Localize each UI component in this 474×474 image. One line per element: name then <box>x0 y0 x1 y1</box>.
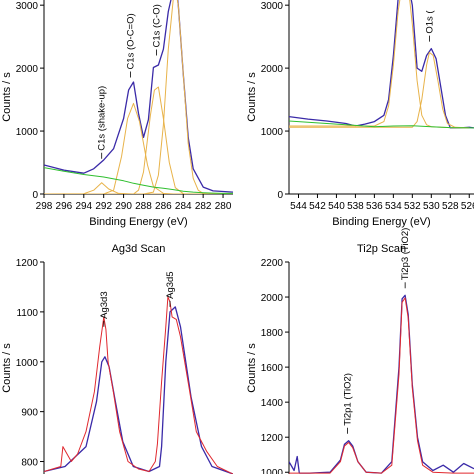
series-measured-0 <box>44 306 233 474</box>
y-tick-label: 0 <box>277 190 283 201</box>
y-tick-label: 2200 <box>261 258 284 269</box>
plot-area <box>44 0 233 194</box>
x-tick-label: 528 <box>442 201 459 212</box>
x-tick-label: 544 <box>290 201 307 212</box>
y-tick-label: 2000 <box>261 64 284 75</box>
x-axis-label: Binding Energy (eV) <box>332 216 430 228</box>
y-tick-label: 1600 <box>261 363 284 374</box>
y-tick-label: 1000 <box>16 127 39 138</box>
x-tick-label: 288 <box>135 201 152 212</box>
series-component-2 <box>289 51 470 129</box>
peak-annotation: C1s (C-O) <box>151 4 162 47</box>
series-component-1 <box>44 182 233 194</box>
chart-title: Ti2p Scan <box>357 243 406 255</box>
x-tick-label: 532 <box>404 201 421 212</box>
x-tick-label: 296 <box>56 201 73 212</box>
y-axis-label: Counts / s <box>1 343 13 393</box>
x-tick-label: 538 <box>347 201 364 212</box>
chart-panel-4: Ti2p Scan 1000 1200 1400 1600 1800 2000 2200 Cou… <box>246 228 474 474</box>
x-tick-label: 534 <box>385 201 402 212</box>
peak-annotation: Ti2p3 (TiO2) <box>400 228 411 281</box>
y-tick-label: 2000 <box>261 293 284 304</box>
y-tick-label: 3000 <box>261 1 284 12</box>
y-tick-label: 900 <box>21 408 38 419</box>
x-tick-label: 282 <box>195 201 212 212</box>
x-tick-label: 292 <box>95 201 112 212</box>
plot-area <box>289 0 474 129</box>
x-tick-label: 540 <box>328 201 345 212</box>
y-tick-label: 1000 <box>261 468 284 474</box>
y-tick-label: 1000 <box>16 358 39 369</box>
y-tick-label: 800 <box>21 458 38 469</box>
y-tick-label: 1000 <box>261 127 284 138</box>
peak-annotation: Ag3d5 <box>165 271 176 298</box>
y-tick-label: 1100 <box>16 308 38 319</box>
x-tick-label: 294 <box>75 201 92 212</box>
series-component-4 <box>44 0 233 194</box>
series-background-3 <box>289 120 474 129</box>
x-tick-label: 284 <box>175 201 192 212</box>
series-measured-0 <box>289 0 474 129</box>
x-tick-label: 542 <box>309 201 326 212</box>
series-measured-0 <box>44 0 233 193</box>
x-tick-label: 280 <box>215 201 232 212</box>
chart-panel-1: 0 1000 2000 3000 298 296 294 292 290 288 286 284 282… <box>1 0 233 228</box>
y-axis-label: Counts / s <box>246 343 258 393</box>
peak-annotation: C1s (shake-up) <box>97 86 108 151</box>
series-measured-0 <box>289 294 474 474</box>
peak-annotation: O1s ( <box>424 10 435 34</box>
y-axis-label: Counts / s <box>246 72 258 122</box>
y-tick-label: 1200 <box>16 258 39 269</box>
x-tick-label: 298 <box>36 201 53 212</box>
peak-annotation: C1s (O-C=O) <box>126 13 137 69</box>
peak-annotation: Ag3d3 <box>99 291 110 318</box>
chart-panel-3: Ag3d Scan 800 900 1000 1100 1200 Counts / s Ag3… <box>1 243 233 474</box>
x-tick-label: 286 <box>155 201 172 212</box>
x-axis-label: Binding Energy (eV) <box>89 216 187 228</box>
series-component-3 <box>44 86 233 194</box>
plot-area <box>44 296 233 474</box>
series-background-5 <box>44 167 233 194</box>
y-tick-label: 0 <box>32 190 38 201</box>
x-tick-label: 290 <box>115 201 132 212</box>
y-tick-label: 1400 <box>261 398 284 409</box>
chart-panel-2: 0 1000 2000 3000 544 542 540 538 536 534 532 530 528… <box>246 0 474 228</box>
x-tick-label: 536 <box>366 201 383 212</box>
y-tick-label: 1200 <box>261 433 284 444</box>
peak-annotation: Ti2p1 (TiO2) <box>343 373 354 426</box>
chart-title: Ag3d Scan <box>112 243 166 255</box>
x-tick-label: 530 <box>423 201 440 212</box>
series-fit-1 <box>289 297 474 474</box>
y-tick-label: 2000 <box>16 64 39 75</box>
series-component-2 <box>44 102 233 194</box>
y-axis-label: Counts / s <box>1 72 13 122</box>
x-tick-label: 526 <box>461 201 474 212</box>
y-tick-label: 1800 <box>261 328 284 339</box>
plot-area <box>289 294 474 474</box>
y-tick-label: 3000 <box>16 1 39 12</box>
series-fit-1 <box>44 296 233 474</box>
